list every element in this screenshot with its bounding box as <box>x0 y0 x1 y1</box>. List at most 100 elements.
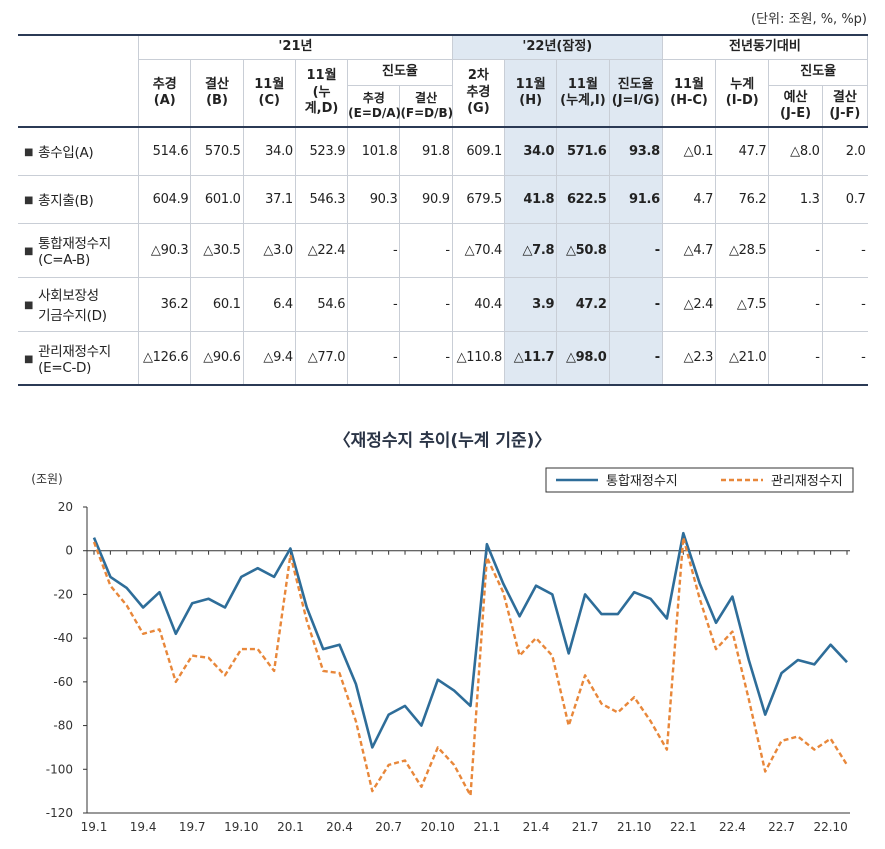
bullet-square-icon: ■ <box>24 147 34 159</box>
y-tick-label: 20 <box>58 500 73 514</box>
table-cell: 91.6 <box>608 175 663 224</box>
col-header: 결산 (F=D/B) <box>399 84 453 128</box>
table-cell: △3.0 <box>242 223 296 278</box>
table-cell: 546.3 <box>294 175 348 224</box>
table-cell: 609.1 <box>451 127 505 176</box>
table-cell: △2.4 <box>661 277 716 332</box>
x-tick-label: 22.4 <box>719 820 746 834</box>
legend-label-1: 통합재정수지 <box>606 474 678 489</box>
table-cell: △110.8 <box>451 331 505 386</box>
table-cell: △0.1 <box>661 127 716 176</box>
y-tick-label: -40 <box>53 631 73 645</box>
table-cell: - <box>347 331 400 386</box>
table-cell: - <box>608 223 663 278</box>
table-cell: 90.9 <box>399 175 453 224</box>
table-row: ■사회보장성 기금수지(D) 36.2 60.1 6.4 54.6- -40.4 3.9 47… <box>18 277 868 332</box>
fiscal-summary-table: '21년 '22년(잠정) 전년동기대비 추경 (A) 결산 (B) 11월 (… <box>18 34 869 386</box>
table-cell: 2.0 <box>821 127 868 176</box>
x-tick-label: 20.10 <box>421 820 455 834</box>
y-tick-label: -60 <box>53 675 73 689</box>
table-cell: △30.5 <box>190 223 244 278</box>
col-header: 11월 (C) <box>242 58 296 128</box>
x-tick-label: 22.10 <box>813 820 847 834</box>
table-row: ■ 통합재정수지 (C=A-B) △90.3 △30.5 △3.0 △22.4- - △70.… <box>18 223 868 278</box>
table-cell: 514.6 <box>138 127 191 176</box>
series-line-1 <box>92 531 848 749</box>
x-tick-label: 21.10 <box>617 820 651 834</box>
table-cell: △126.6 <box>138 331 191 386</box>
x-tick-label: 19.7 <box>179 820 206 834</box>
table-cell: 3.9 <box>504 277 557 332</box>
table-cell: 93.8 <box>608 127 663 176</box>
table-cell: - <box>347 277 400 332</box>
col-header: 11월 (H) <box>504 58 558 128</box>
table-cell: 679.5 <box>451 175 505 224</box>
table-cell: △2.3 <box>661 331 716 386</box>
row-label-text: 통합재정수지 (C=A-B) <box>38 236 111 268</box>
row-label: ■ 사회보장성 기금수지(D) <box>18 277 139 332</box>
table-cell: △90.3 <box>138 223 191 278</box>
table-body: ■ 총수입(A) 514.6 570.5 34.0 523.9 101.8 91.8 609.1… <box>18 127 868 386</box>
corner-cell <box>18 34 140 128</box>
x-tick-label: 21.4 <box>523 820 550 834</box>
col-header: 추경 (A) <box>138 58 192 128</box>
y-tick-label: -120 <box>46 806 73 820</box>
row-label: ■ 총수입(A) <box>18 127 139 176</box>
col-header: 결산 (J-F) <box>821 84 869 128</box>
table-cell: △28.5 <box>715 223 769 278</box>
table-cell: △21.0 <box>715 331 769 386</box>
table-cell: 36.2 <box>138 277 191 332</box>
table-row: ■ 총수입(A) 514.6 570.5 34.0 523.9 101.8 91.8 609.1… <box>18 127 868 176</box>
row-label-text: 총수입(A) <box>38 145 94 162</box>
y-tick-label: -100 <box>46 762 73 776</box>
table-cell: - <box>608 331 663 386</box>
x-tick-label: 21.7 <box>572 820 599 834</box>
table-cell: △77.0 <box>294 331 348 386</box>
row-label-text: 사회보장성 기금수지(D) <box>38 288 107 324</box>
x-tick-label: 19.1 <box>81 820 108 834</box>
table-cell: 90.3 <box>347 175 400 224</box>
table-cell: 6.4 <box>242 277 296 332</box>
table-cell: △7.8 <box>504 223 557 278</box>
row-label: ■ 총지출(B) <box>18 175 139 224</box>
table-cell: △4.7 <box>661 223 716 278</box>
chart-title: 〈재정수지 추이(누계 기준)〉 <box>333 431 552 451</box>
bullet-square-icon: ■ <box>24 353 34 365</box>
table-cell: △98.0 <box>556 331 610 386</box>
table-cell: △50.8 <box>556 223 610 278</box>
y-tick-label: -80 <box>53 719 73 733</box>
table-cell: 60.1 <box>190 277 244 332</box>
col-header: 11월 (누계,I) <box>556 58 610 128</box>
table-cell: 34.0 <box>242 127 296 176</box>
col-header: 11월 (H-C) <box>661 58 717 128</box>
row-label: ■ 통합재정수지 (C=A-B) <box>18 223 139 278</box>
bullet-square-icon: ■ <box>24 300 34 311</box>
table-cell: 47.7 <box>715 127 769 176</box>
series-line-2 <box>92 536 849 797</box>
col-header: 결산 (B) <box>190 58 244 128</box>
table-cell: - <box>399 331 453 386</box>
table-cell: 571.6 <box>556 127 610 176</box>
table-cell: 41.8 <box>504 175 557 224</box>
table-cell: △70.4 <box>451 223 505 278</box>
col-header: 진도율 (J=I/G) <box>608 58 663 128</box>
table-cell: - <box>399 223 453 278</box>
table-row: ■ 총지출(B) 604.9 601.0 37.1 546.3 90.3 90.9 679.5 4… <box>18 175 868 224</box>
row-label: ■ 관리재정수지 (E=C-D) <box>18 331 139 386</box>
table-cell: 101.8 <box>347 127 400 176</box>
table-cell: 47.2 <box>556 277 610 332</box>
table-cell: 76.2 <box>715 175 769 224</box>
table-cell: - <box>768 331 823 386</box>
table-cell: - <box>768 277 823 332</box>
table-cell: 0.7 <box>821 175 868 224</box>
bullet-square-icon: ■ <box>24 195 34 206</box>
x-tick-label: 20.7 <box>375 820 402 834</box>
x-tick-label: 20.1 <box>277 820 304 834</box>
x-tick-label: 22.7 <box>768 820 795 834</box>
table-cell: 91.8 <box>399 127 453 176</box>
table-cell: △22.4 <box>294 223 348 278</box>
bullet-square-icon: ■ <box>24 246 34 257</box>
row-label-text: 관리재정수지 (E=C-D) <box>38 343 111 376</box>
x-tick-label: 22.1 <box>670 820 697 834</box>
